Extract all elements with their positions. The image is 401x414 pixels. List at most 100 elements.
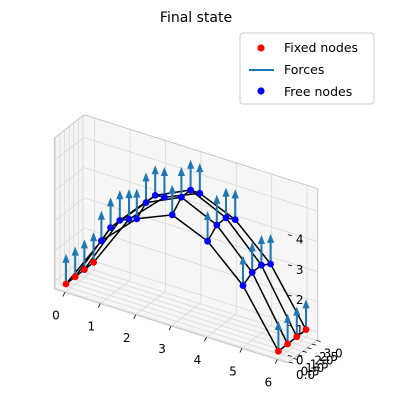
- structure-member: [225, 217, 263, 266]
- structure-member: [269, 263, 307, 330]
- pane-edge: [83, 114, 318, 190]
- force-arrow-head: [151, 165, 159, 175]
- y-tick-mark: [307, 347, 312, 350]
- force-arrow-head: [133, 188, 141, 198]
- z-tick-label: 0: [296, 353, 304, 367]
- y-tick-label: 0.5: [301, 365, 320, 379]
- legend-fixed-nodes-label: Fixed nodes: [284, 40, 358, 55]
- free-node: [239, 282, 247, 289]
- x-tick-label: 6: [264, 376, 272, 390]
- force-arrow-head: [116, 190, 124, 200]
- force-arrow-head: [222, 187, 230, 197]
- legend-free-nodes-marker: [257, 87, 265, 95]
- force-arrow-head: [196, 163, 204, 173]
- grid-line-wall-z: [54, 137, 85, 162]
- x-tick-mark: [62, 292, 66, 297]
- grid-line-wall-z: [54, 227, 85, 252]
- x-tick-label: 2: [123, 331, 131, 345]
- structure-member: [260, 264, 298, 338]
- structure-member: [190, 189, 227, 219]
- y-tick-mark: [298, 354, 303, 357]
- x-tick-label: 0: [52, 308, 60, 322]
- y-tick-label: 3.0: [324, 347, 343, 361]
- y-tick-label: 1.5: [310, 357, 329, 371]
- free-node: [168, 211, 176, 219]
- z-tick-mark: [287, 355, 293, 357]
- y-tick-mark: [293, 358, 298, 360]
- x-tick-label: 1: [87, 320, 95, 334]
- free-node: [204, 237, 212, 245]
- axis-ticks: 0 1 2 3 4 5 6 0.00.51.01.52.02.53.0 0 1 2 3 4: [52, 233, 343, 390]
- z-tick-mark: [287, 234, 293, 237]
- x-tick-mark: [168, 325, 172, 331]
- free-node: [258, 261, 265, 269]
- free-node: [187, 186, 195, 194]
- grid-line-wall-z: [54, 257, 85, 282]
- grid-line-floor-y: [55, 287, 290, 363]
- y-tick-mark: [302, 350, 307, 353]
- fixed-node: [90, 259, 97, 266]
- x-tick-mark: [239, 348, 243, 353]
- grid-line-floor-y: [73, 273, 308, 349]
- free-node: [196, 189, 204, 197]
- y-tick-label: 1.0: [305, 361, 324, 375]
- structure-member: [136, 214, 173, 220]
- fixed-node: [284, 340, 291, 348]
- force-arrow-head: [248, 242, 256, 252]
- x-tick-mark: [97, 303, 101, 308]
- y-tick-label: 2.0: [314, 354, 333, 368]
- y-tick-mark: [316, 340, 321, 342]
- fixed-node: [302, 326, 310, 333]
- structure-member: [234, 219, 272, 265]
- pane-edge: [54, 288, 289, 364]
- force-arrow-head: [231, 189, 239, 199]
- z-tick-label: 3: [296, 263, 304, 277]
- structure-member: [180, 196, 218, 226]
- force-arrow-head: [97, 210, 105, 220]
- force-arrow-head: [142, 172, 150, 182]
- x-tick-label: 3: [158, 342, 166, 356]
- structure-member: [128, 196, 165, 220]
- free-node: [98, 237, 105, 245]
- force-arrow-head: [90, 232, 98, 242]
- y-tick-mark: [311, 343, 317, 346]
- force-arrow-head: [267, 233, 275, 243]
- z-tick-mark: [287, 264, 293, 267]
- force-arrow-head: [284, 313, 292, 323]
- structure-member: [251, 272, 289, 345]
- force-arrow-head: [62, 253, 70, 263]
- z-tick-mark: [287, 294, 293, 297]
- grid-line-floor-y: [78, 269, 313, 345]
- grid-line-back-z: [83, 167, 318, 242]
- force-arrow-head: [274, 321, 282, 330]
- force-arrow-head: [204, 211, 212, 220]
- grid-line-floor-y: [64, 280, 299, 356]
- free-node: [213, 221, 221, 229]
- force-arrow-head: [168, 184, 176, 194]
- y-tick-mark: [288, 361, 294, 364]
- free-node: [107, 224, 114, 232]
- fixed-node: [62, 280, 70, 288]
- legend-frame: [239, 32, 375, 105]
- free-node: [125, 215, 133, 223]
- fixed-node: [293, 333, 301, 341]
- force-arrow-head: [187, 159, 195, 169]
- legend-free-nodes-label: Free nodes: [284, 84, 352, 99]
- free-node: [142, 199, 150, 207]
- force-arrow-head: [239, 255, 247, 265]
- structure-member: [207, 240, 244, 287]
- free-node: [231, 216, 239, 224]
- y-tick-label: 0.0: [296, 368, 315, 382]
- grid-line-wall-z: [54, 167, 85, 192]
- free-node: [133, 215, 141, 223]
- fixed-node: [71, 273, 79, 281]
- fixed-node: [81, 266, 88, 273]
- z-tick-label: 1: [296, 323, 304, 337]
- legend-forces-label: Forces: [284, 62, 324, 77]
- free-node: [178, 193, 185, 201]
- grid-line-back-z: [83, 197, 318, 273]
- force-arrow-head: [71, 246, 79, 256]
- force-arrow-head: [160, 167, 168, 176]
- x-tick-label: 4: [194, 353, 202, 367]
